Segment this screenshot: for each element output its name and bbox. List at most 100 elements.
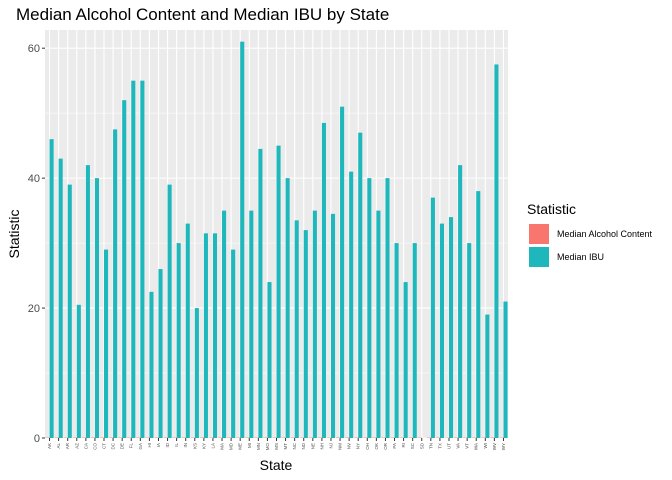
bar-median-ibu-in bbox=[185, 223, 190, 438]
x-tick-label: ID bbox=[165, 442, 170, 447]
x-tick-label: VT bbox=[465, 443, 470, 449]
bar-median-ibu-sc bbox=[412, 243, 417, 438]
legend-label-median-ibu: Median IBU bbox=[557, 252, 604, 262]
y-tick-label: 60 bbox=[28, 43, 40, 55]
x-tick-label: KS bbox=[192, 443, 197, 449]
x-tick-label: NH bbox=[319, 443, 324, 450]
x-tick-label: SD bbox=[419, 442, 424, 449]
bar-median-ibu-ks bbox=[194, 308, 199, 438]
x-tick-label: LA bbox=[210, 443, 215, 449]
bar-median-ibu-de bbox=[122, 100, 127, 439]
x-tick-label: WV bbox=[492, 443, 497, 450]
bar-median-ibu-al bbox=[58, 158, 63, 438]
x-tick-label: WY bbox=[501, 443, 506, 450]
chart-title: Median Alcohol Content and Median IBU by… bbox=[16, 5, 389, 24]
bar-median-ibu-wa bbox=[476, 191, 481, 438]
x-tick-label: NM bbox=[338, 443, 343, 450]
bar-median-ibu-fl bbox=[131, 80, 136, 438]
x-tick-label: NJ bbox=[328, 443, 333, 449]
bar-median-ibu-la bbox=[212, 233, 218, 438]
x-tick-label: MO bbox=[265, 443, 270, 451]
x-tick-label: TN bbox=[428, 443, 433, 449]
bar-median-ibu-hi bbox=[149, 291, 154, 438]
x-axis: AK AL AR AZ CA CO CT DC DE FL GA HI IA ID IL IN KS KY LA MA… bbox=[47, 438, 506, 450]
x-tick-label: NY bbox=[356, 443, 361, 449]
bar-median-ibu-ga bbox=[140, 80, 145, 438]
bar-median-ibu-oh bbox=[367, 178, 372, 439]
bar-median-ibu-nd bbox=[303, 230, 308, 438]
x-axis-title: State bbox=[260, 457, 293, 473]
x-tick-label: VA bbox=[456, 443, 461, 449]
x-tick-label: GA bbox=[138, 443, 143, 450]
bar-median-ibu-mo bbox=[267, 282, 272, 438]
bar-median-ibu-ne bbox=[312, 210, 317, 438]
y-axis: 0 20 40 60 bbox=[28, 43, 45, 445]
bar-median-ibu-nc bbox=[294, 220, 299, 438]
bar-median-ibu-tn bbox=[430, 197, 435, 438]
bar-median-ibu-wy bbox=[503, 301, 508, 438]
x-tick-label: KY bbox=[201, 443, 206, 449]
x-tick-label: CA bbox=[83, 443, 88, 449]
x-tick-label: NV bbox=[347, 443, 352, 449]
bar-median-ibu-ia bbox=[158, 269, 163, 438]
bar-median-ibu-vt bbox=[467, 243, 472, 438]
x-tick-label: OR bbox=[383, 442, 388, 450]
x-tick-label: OH bbox=[365, 443, 370, 450]
bar-median-ibu-az bbox=[76, 304, 81, 438]
y-tick-label: 20 bbox=[28, 303, 40, 315]
bar-median-ibu-nj bbox=[330, 213, 336, 438]
x-tick-label: MT bbox=[283, 443, 288, 450]
legend-title: Statistic bbox=[527, 201, 576, 217]
bar-median-ibu-va bbox=[458, 165, 463, 438]
bar-median-ibu-ok bbox=[376, 210, 381, 438]
x-tick-label: ME bbox=[238, 443, 243, 450]
x-tick-label: IA bbox=[156, 443, 161, 447]
x-tick-label: MS bbox=[274, 443, 279, 450]
x-tick-label: MN bbox=[256, 443, 261, 450]
x-tick-label: DE bbox=[120, 443, 125, 449]
x-tick-label: AR bbox=[65, 442, 70, 449]
bar-median-ibu-il bbox=[176, 243, 181, 438]
bar-median-ibu-nh bbox=[321, 122, 326, 439]
x-tick-label: NC bbox=[292, 442, 297, 449]
bar-median-ibu-or bbox=[385, 178, 390, 439]
x-tick-label: MI bbox=[247, 443, 252, 448]
y-axis-title: Statistic bbox=[6, 209, 22, 258]
x-tick-label: ND bbox=[301, 442, 306, 449]
bar-median-ibu-me bbox=[240, 41, 245, 438]
legend-key-median-ibu bbox=[529, 247, 549, 267]
x-tick-label: AK bbox=[47, 443, 52, 449]
bar-median-ibu-nv bbox=[349, 171, 354, 439]
y-tick-label: 40 bbox=[28, 173, 40, 185]
bar-median-ibu-wv bbox=[494, 64, 499, 439]
x-tick-label: MA bbox=[220, 443, 225, 450]
bar-median-ibu-ma bbox=[222, 210, 227, 438]
bar-median-ibu-ri bbox=[403, 282, 408, 438]
legend-label-median-alcohol-content: Median Alcohol Content bbox=[557, 229, 653, 239]
bar-median-ibu-id bbox=[167, 184, 172, 438]
bar-median-ibu-wi bbox=[485, 314, 490, 438]
bar-median-ibu-mn bbox=[258, 148, 263, 438]
x-tick-label: FL bbox=[129, 443, 134, 449]
x-tick-label: IL bbox=[174, 443, 179, 447]
bar-median-ibu-ny bbox=[358, 132, 363, 438]
x-tick-label: DC bbox=[111, 442, 116, 449]
x-tick-label: PA bbox=[392, 443, 397, 449]
bar-median-ibu-ky bbox=[203, 233, 208, 438]
bar-median-ibu-ct bbox=[104, 249, 109, 438]
x-tick-label: MD bbox=[229, 442, 234, 450]
y-tick-label: 0 bbox=[34, 433, 40, 445]
x-tick-label: WA bbox=[474, 443, 479, 450]
bar-median-ibu-co bbox=[94, 178, 100, 439]
x-tick-label: AL bbox=[56, 443, 61, 449]
x-tick-label: WI bbox=[483, 443, 488, 449]
bar-median-ibu-nm bbox=[340, 106, 345, 439]
bar-median-ibu-dc bbox=[113, 129, 118, 438]
x-tick-label: UT bbox=[446, 443, 451, 449]
bar-median-ibu-ar bbox=[67, 184, 72, 438]
bar-median-ibu-ut bbox=[448, 217, 454, 438]
bar-median-ibu-ca bbox=[85, 165, 90, 438]
bar-median-ibu-tx bbox=[439, 223, 444, 438]
bar-median-ibu-ak bbox=[49, 139, 54, 439]
